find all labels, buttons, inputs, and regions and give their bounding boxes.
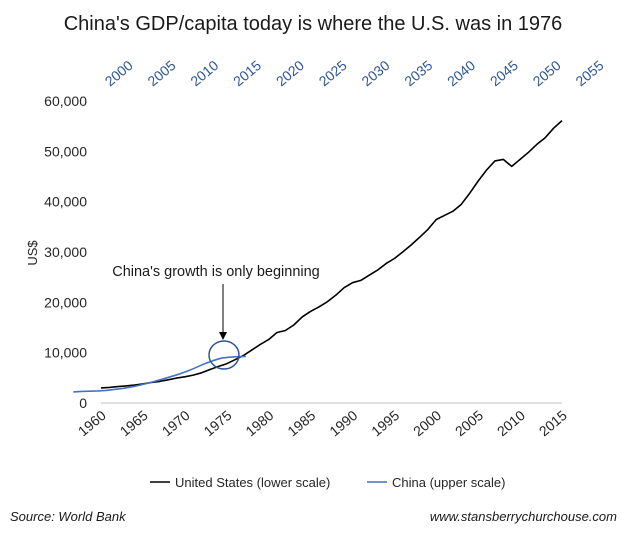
top-tick-label: 2050 [530,57,564,89]
y-tick-label: 30,000 [44,244,87,260]
top-tick-label: 2045 [487,57,521,89]
x-tick-label: 2015 [536,407,570,439]
x-tick-label: 1985 [284,407,318,439]
y-tick-label: 60,000 [44,93,87,109]
top-tick-label: 2025 [316,57,350,89]
y-tick-label: 50,000 [44,143,87,159]
x-tick-label: 1975 [201,407,235,439]
x-tick-label: 2010 [494,407,528,439]
x-tick-label: 1995 [368,407,402,439]
annotation-circle [208,340,240,370]
y-tick-label: 10,000 [44,345,87,361]
top-tick-label: 2015 [230,57,264,89]
top-tick-label: 2020 [273,57,307,89]
website-credit: www.stansberrychurchouse.com [429,509,617,524]
top-tick-label: 2055 [572,57,606,89]
y-tick-label: 0 [79,395,87,411]
x-tick-label: 1970 [159,407,193,439]
legend-label-china: China (upper scale) [392,475,505,490]
x-tick-label: 2000 [410,407,444,439]
top-tick-label: 2005 [144,57,178,89]
x-tick-label: 1990 [326,407,360,439]
series-line-us [100,120,563,389]
x-tick-label: 2005 [452,407,486,439]
annotation-text: China's growth is only beginning [112,264,320,280]
x-tick-label: 1980 [242,407,276,439]
annotation-arrowhead [219,332,227,340]
top-tick-label: 2030 [358,57,392,89]
y-tick-label: 40,000 [44,194,87,210]
y-axis-label: US$ [25,240,40,266]
top-tick-label: 2010 [187,57,221,89]
x-tick-label: 1965 [117,407,151,439]
legend-label-us: United States (lower scale) [175,475,330,490]
top-tick-label: 2035 [401,57,435,89]
x-tick-label: 1960 [75,407,109,439]
chart-title: China's GDP/capita today is where the U.… [64,13,563,35]
source-note: Source: World Bank [10,509,126,524]
top-tick-label: 2000 [102,57,136,89]
series-line-china [73,355,246,393]
top-tick-label: 2040 [444,57,478,89]
y-tick-label: 20,000 [44,294,87,310]
